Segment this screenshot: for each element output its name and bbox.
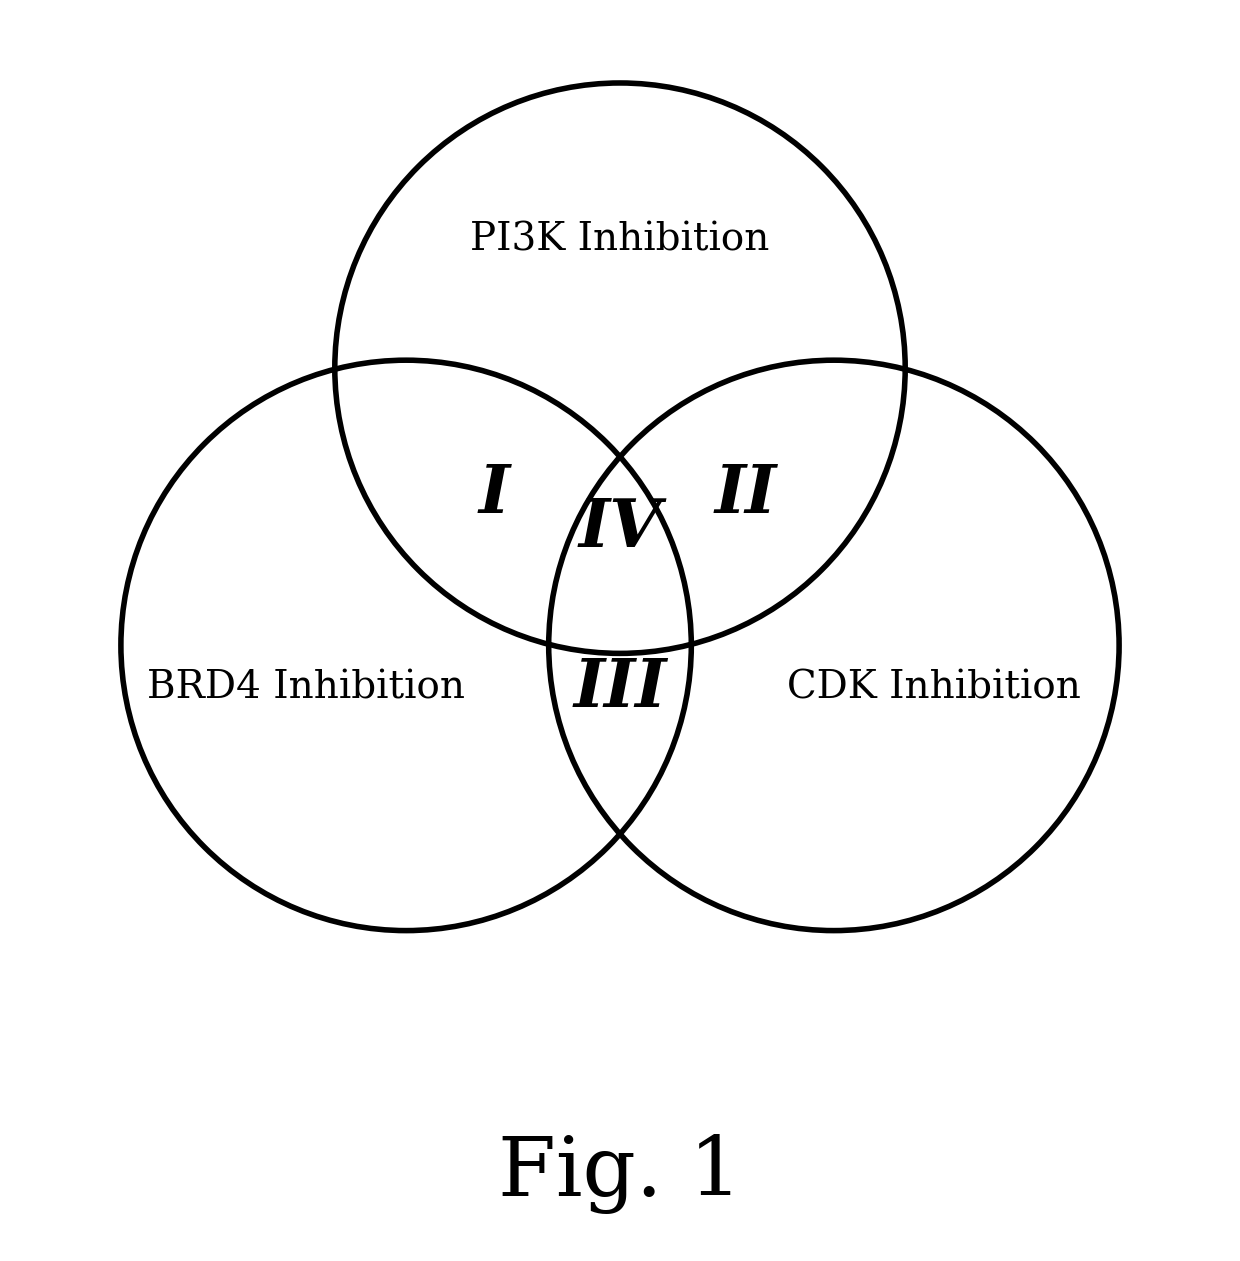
Text: I: I (479, 462, 510, 527)
Text: III: III (573, 656, 667, 721)
Text: II: II (714, 462, 776, 527)
Text: BRD4 Inhibition: BRD4 Inhibition (148, 670, 465, 706)
Text: IV: IV (579, 496, 661, 561)
Text: Fig. 1: Fig. 1 (498, 1134, 742, 1214)
Text: CDK Inhibition: CDK Inhibition (787, 670, 1080, 706)
Text: PI3K Inhibition: PI3K Inhibition (470, 222, 770, 259)
